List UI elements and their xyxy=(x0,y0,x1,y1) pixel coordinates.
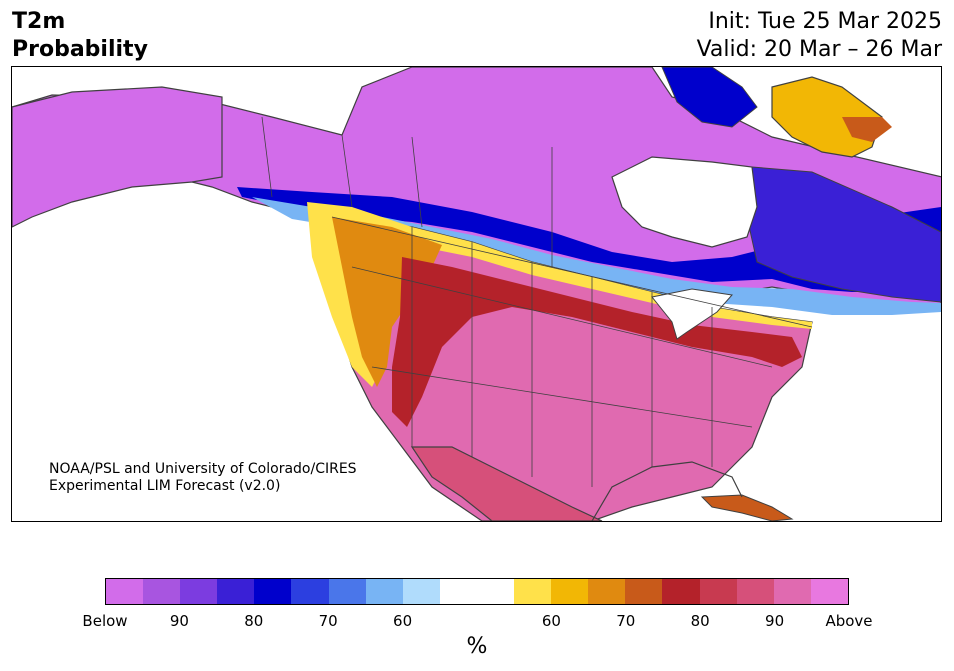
great-lakes xyxy=(651,288,733,340)
colorbar-tick-label: 90 xyxy=(765,612,785,630)
colorbar-segment xyxy=(402,579,440,604)
colorbar-tick-label: 60 xyxy=(393,612,413,630)
colorbar-tick-label: 80 xyxy=(244,612,264,630)
title-line-2: Probability xyxy=(12,37,148,62)
credit-line-2: Experimental LIM Forecast (v2.0) xyxy=(49,478,281,494)
map-panel xyxy=(11,66,942,522)
band-below-strong xyxy=(237,187,941,297)
colorbar-tick-label: Above xyxy=(825,612,873,630)
colorbar-tick-label: 70 xyxy=(616,612,636,630)
colorbar-tick-label: 80 xyxy=(690,612,710,630)
colorbar-tick-label: 70 xyxy=(318,612,338,630)
gulf-coast xyxy=(591,461,743,521)
colorbar-segment xyxy=(551,579,589,604)
colorbar-tick-label: 90 xyxy=(169,612,189,630)
colorbar-tick-label: Below xyxy=(82,612,128,630)
credit-line-1: NOAA/PSL and University of Colorado/CIRE… xyxy=(49,461,357,477)
colorbar-segment xyxy=(810,579,848,604)
map-title: T2m Probability xyxy=(12,8,148,64)
land-alaska xyxy=(12,86,223,228)
colorbar-segment xyxy=(439,579,477,604)
band-above-strong xyxy=(392,257,802,427)
valid-range: Valid: 20 Mar – 26 Mar xyxy=(696,37,942,62)
colorbar-segment xyxy=(291,579,329,604)
date-info: Init: Tue 25 Mar 2025 Valid: 20 Mar – 26… xyxy=(697,8,942,64)
colorbar-tick-label: 60 xyxy=(541,612,561,630)
colorbar-segment xyxy=(625,579,663,604)
probability-map xyxy=(12,67,941,521)
land-cuba xyxy=(700,494,794,521)
credit-text: NOAA/PSL and University of Colorado/CIRE… xyxy=(49,461,357,495)
colorbar xyxy=(105,578,849,605)
colorbar-segment xyxy=(736,579,774,604)
colorbar-segment xyxy=(514,579,552,604)
land-baffin xyxy=(661,67,758,128)
land-quebec xyxy=(746,166,941,303)
political-boundaries xyxy=(221,97,813,487)
title-line-1: T2m xyxy=(12,9,66,34)
colorbar-unit: % xyxy=(466,634,488,659)
colorbar-segment xyxy=(365,579,403,604)
hudson-bay xyxy=(611,156,758,248)
colorbar-segment xyxy=(662,579,700,604)
colorbar-segment xyxy=(328,579,366,604)
init-date: Init: Tue 25 Mar 2025 xyxy=(708,9,942,34)
colorbar-segment xyxy=(588,579,626,604)
colorbar-segment xyxy=(143,579,181,604)
colorbar-segment xyxy=(773,579,811,604)
band-below-light xyxy=(252,197,941,315)
colorbar-segment xyxy=(254,579,292,604)
colorbar-segment xyxy=(180,579,218,604)
colorbar-segment xyxy=(699,579,737,604)
colorbar-segment xyxy=(217,579,255,604)
colorbar-segment xyxy=(106,579,144,604)
colorbar-ticks: Below 90 80 70 60 60 70 80 90 Above xyxy=(82,612,872,632)
greenland-south xyxy=(842,117,892,142)
colorbar-segment xyxy=(476,579,515,604)
